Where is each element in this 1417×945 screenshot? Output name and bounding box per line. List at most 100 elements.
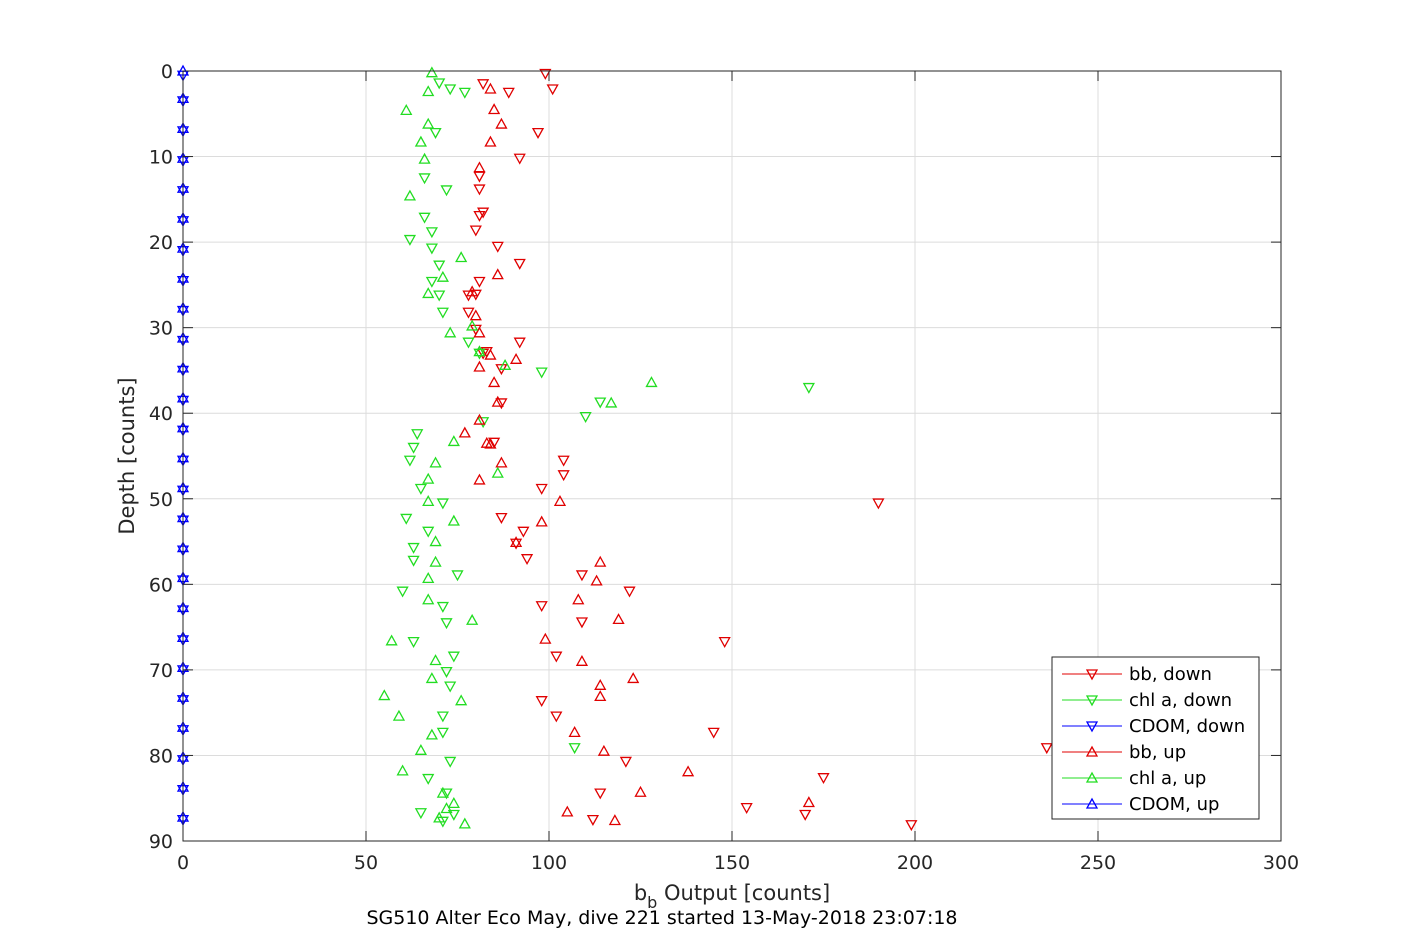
data-point: [447, 651, 460, 663]
data-point: [462, 337, 475, 349]
data-point: [436, 498, 449, 510]
data-point: [718, 637, 731, 648]
data-point: [513, 153, 526, 165]
data-point: [422, 572, 435, 583]
data-point: [407, 555, 420, 567]
data-point: [623, 586, 636, 598]
data-point: [535, 483, 548, 495]
legend-box: [1051, 656, 1260, 820]
data-point: [802, 382, 815, 394]
data-point: [531, 127, 545, 139]
legend-label: CDOM, up: [1129, 794, 1219, 815]
data-point: [429, 654, 442, 666]
y-tick-label: 60: [149, 574, 173, 596]
data-point: [411, 429, 424, 441]
data-point: [872, 498, 885, 510]
data-point: [473, 360, 486, 372]
data-point: [568, 726, 581, 737]
data-point: [396, 764, 409, 776]
data-point: [425, 728, 438, 740]
data-point: [484, 82, 497, 94]
data-point: [491, 268, 504, 280]
data-point: [594, 690, 607, 702]
data-point: [495, 117, 508, 129]
data-point: [392, 709, 406, 721]
data-point: [487, 103, 501, 115]
data-point: [484, 135, 497, 147]
legend-marker: [1085, 797, 1099, 809]
data-point: [425, 672, 438, 684]
data-point: [546, 84, 559, 96]
data-point: [799, 809, 812, 821]
data-point: [433, 260, 446, 272]
data-point: [473, 184, 486, 196]
data-point: [575, 570, 589, 582]
data-point: [553, 495, 567, 506]
data-point: [579, 411, 592, 423]
data-point: [517, 526, 530, 538]
legend-marker: [1085, 695, 1099, 707]
y-tick-label: 30: [149, 318, 173, 340]
series-chl-a-up: [378, 66, 658, 829]
data-point: [513, 337, 526, 349]
data-point: [605, 396, 618, 408]
data-point: [466, 319, 479, 331]
data-point: [495, 456, 508, 468]
data-point: [414, 483, 428, 495]
data-point: [513, 258, 526, 270]
data-point: [535, 696, 548, 708]
data-point: [477, 207, 490, 219]
data-point: [612, 613, 625, 625]
y-tick-label: 50: [149, 489, 173, 511]
data-point: [1040, 743, 1053, 755]
data-point: [429, 535, 442, 547]
data-point: [586, 814, 600, 826]
data-point: [436, 786, 449, 798]
data-point: [422, 85, 435, 97]
data-point: [422, 495, 435, 506]
data-point: [418, 152, 431, 164]
data-point: [484, 437, 497, 449]
data-point: [440, 185, 453, 197]
data-point: [466, 613, 479, 625]
x-tick-label: 150: [714, 852, 750, 874]
data-point: [905, 820, 918, 832]
data-point: [572, 593, 585, 605]
data-point: [429, 456, 442, 468]
y-tick-label: 10: [149, 147, 173, 169]
data-point: [619, 756, 632, 768]
data-point: [429, 127, 442, 139]
data-point: [535, 515, 548, 527]
data-point: [590, 574, 603, 586]
data-point: [480, 436, 493, 448]
data-point: [436, 601, 449, 613]
data-point: [403, 234, 417, 246]
data-point: [473, 326, 486, 338]
data-point: [550, 711, 563, 723]
x-axis-label-main: b: [634, 881, 647, 905]
data-point: [400, 104, 413, 116]
data-point: [568, 743, 581, 755]
data-point: [473, 161, 486, 173]
legend-label: chl a, down: [1129, 690, 1232, 711]
data-point: [462, 307, 475, 319]
data-point: [444, 756, 457, 768]
x-tick-label: 50: [354, 852, 378, 874]
data-point: [422, 117, 435, 129]
data-point: [429, 555, 442, 567]
data-point: [477, 79, 490, 91]
legend-marker: [1085, 721, 1099, 733]
data-point: [444, 84, 457, 96]
data-point: [422, 593, 435, 605]
data-point: [458, 817, 471, 829]
data-point: [444, 681, 457, 693]
data-point: [509, 536, 523, 548]
data-point: [414, 808, 428, 820]
data-point: [491, 395, 504, 407]
data-point: [535, 601, 548, 613]
chart-title: SG510 Alter Eco May, dive 221 started 13…: [366, 907, 957, 929]
data-point: [440, 788, 453, 800]
data-point: [575, 654, 589, 666]
data-point: [447, 797, 460, 809]
